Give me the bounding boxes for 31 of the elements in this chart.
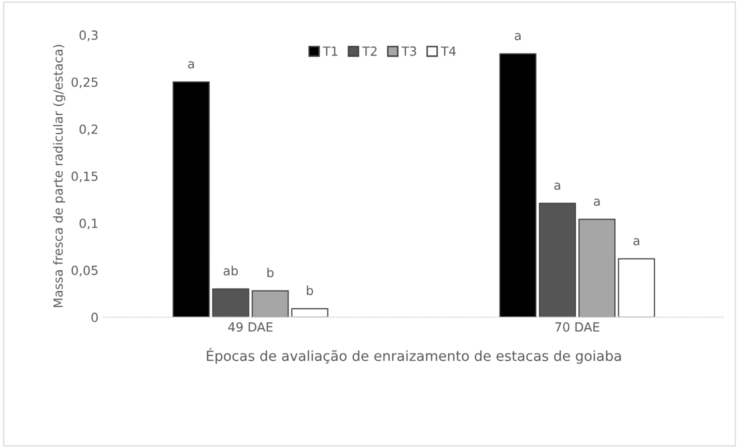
data-label: a <box>633 238 640 246</box>
data-label: a <box>554 182 560 190</box>
data-label: a <box>514 33 521 40</box>
bar <box>578 218 616 318</box>
y-tick-label: 0,25 <box>72 77 98 88</box>
data-label: a <box>188 61 194 68</box>
x-tick-label: 70 DAE <box>555 322 600 332</box>
legend-label: T1 <box>322 46 338 56</box>
bar <box>212 288 250 318</box>
data-label: b <box>267 268 274 278</box>
y-tick-label: 0,1 <box>80 218 98 230</box>
data-label: ab <box>224 266 238 276</box>
data-label: b <box>306 286 314 296</box>
data-label: a <box>594 198 600 206</box>
y-tick-label: 0,3 <box>80 30 98 42</box>
bar <box>538 202 576 318</box>
bar <box>618 258 656 318</box>
bar <box>291 308 328 318</box>
y-tick-label: 0 <box>91 312 98 322</box>
bar <box>499 53 536 318</box>
y-tick-label: 0,15 <box>72 172 98 182</box>
legend-label: T3 <box>402 46 416 56</box>
legend-label: T2 <box>362 46 377 56</box>
bar <box>172 81 210 318</box>
y-tick-label: 0,2 <box>80 124 98 136</box>
legend-label: T4 <box>440 46 456 56</box>
y-axis-title: Massa fresca de parte radicular (g/estaca) <box>53 44 66 308</box>
x-axis-title: Épocas de avaliação de enraizamento de estacas de goiaba <box>206 348 621 364</box>
y-tick-label: 0,05 <box>72 266 98 276</box>
x-tick-label: 49 DAE <box>228 322 273 332</box>
bar <box>252 290 289 318</box>
